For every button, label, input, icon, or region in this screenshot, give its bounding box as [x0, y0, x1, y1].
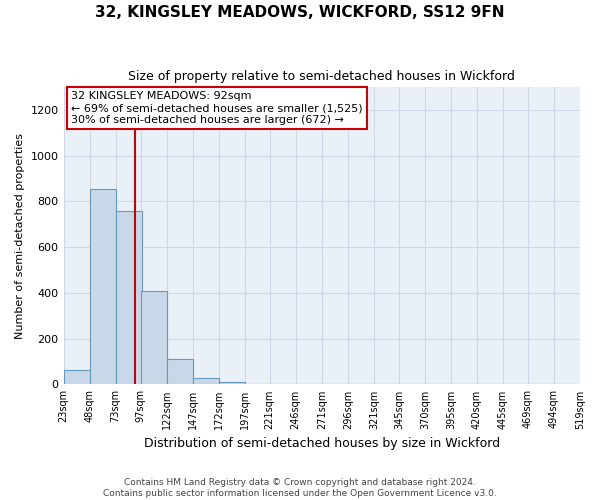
Text: Contains HM Land Registry data © Crown copyright and database right 2024.
Contai: Contains HM Land Registry data © Crown c… [103, 478, 497, 498]
Bar [89, 189, 116, 384]
Title: Size of property relative to semi-detached houses in Wickford: Size of property relative to semi-detach… [128, 70, 515, 83]
Y-axis label: Number of semi-detached properties: Number of semi-detached properties [15, 132, 25, 338]
Text: 32 KINGSLEY MEADOWS: 92sqm
← 69% of semi-detached houses are smaller (1,525)
30%: 32 KINGSLEY MEADOWS: 92sqm ← 69% of semi… [71, 92, 363, 124]
Bar [64, 370, 89, 384]
Text: 32, KINGSLEY MEADOWS, WICKFORD, SS12 9FN: 32, KINGSLEY MEADOWS, WICKFORD, SS12 9FN [95, 5, 505, 20]
Bar [116, 210, 142, 384]
Bar [167, 360, 193, 384]
X-axis label: Distribution of semi-detached houses by size in Wickford: Distribution of semi-detached houses by … [144, 437, 500, 450]
Bar [193, 378, 218, 384]
Bar [140, 290, 167, 384]
Bar [218, 382, 245, 384]
